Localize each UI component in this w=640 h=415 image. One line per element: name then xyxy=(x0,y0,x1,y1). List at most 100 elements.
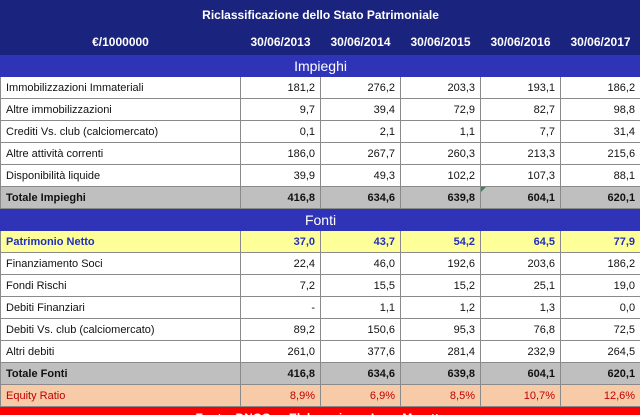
table-row: Altri debiti 261,0 377,6 281,4 232,9 264,5 xyxy=(0,340,640,363)
table-row: Debiti Finanziari -1,1 1,2 1,3 0,0 xyxy=(0,296,640,319)
value-cell: 88,1 xyxy=(559,164,640,187)
value-cell: 1,3 xyxy=(480,296,561,319)
impieghi-section-label: Impieghi xyxy=(0,54,640,77)
value-cell: 98,8 xyxy=(559,98,640,121)
value-cell: 82,7 xyxy=(480,98,561,121)
value-cell: 260,3 xyxy=(400,142,481,165)
row-label: Debiti Vs. club (calciomercato) xyxy=(0,318,241,341)
value-cell: 46,0 xyxy=(320,252,401,275)
value-cell: 276,2 xyxy=(320,76,401,99)
row-label: Totale Impieghi xyxy=(0,186,241,209)
row-label: Debiti Finanziari xyxy=(0,296,241,319)
footer-source: Fonte: DNCG xyxy=(196,411,271,415)
table-row: Fondi Rischi 7,2 15,5 15,2 25,1 19,0 xyxy=(0,274,640,297)
value-cell: 31,4 xyxy=(559,120,640,143)
value-cell: 15,2 xyxy=(400,274,481,297)
value-cell: 77,9 xyxy=(559,230,640,253)
total-impieghi-row: Totale Impieghi 416,8 634,6 639,8 604,1 620,1 xyxy=(0,186,640,209)
value-cell: 89,2 xyxy=(240,318,321,341)
value-cell: 15,5 xyxy=(320,274,401,297)
value-cell: 264,5 xyxy=(559,340,640,363)
value-cell: 215,6 xyxy=(559,142,640,165)
patrimonio-netto-row: Patrimonio Netto 37,0 43,7 54,2 64,5 77,9 xyxy=(0,230,640,253)
fonti-section-row: Fonti xyxy=(0,208,640,231)
value-cell: 54,2 xyxy=(400,230,481,253)
value-cell: 639,8 xyxy=(400,186,481,209)
row-label: Totale Fonti xyxy=(0,362,241,385)
table-title: Riclassificazione dello Stato Patrimonia… xyxy=(0,0,640,29)
table-row: Finanziamento Soci 22,4 46,0 192,6 203,6 186,… xyxy=(0,252,640,275)
unit-header: €/1000000 xyxy=(0,28,241,55)
value-cell: 150,6 xyxy=(320,318,401,341)
value-cell: 192,6 xyxy=(400,252,481,275)
table-row: Crediti Vs. club (calciomercato) 0,1 2,1 1,… xyxy=(0,120,640,143)
value-cell: 39,4 xyxy=(320,98,401,121)
value-cell: 19,0 xyxy=(559,274,640,297)
value-cell: 416,8 xyxy=(240,186,321,209)
row-label: Disponibilità liquide xyxy=(0,164,241,187)
value-cell: 102,2 xyxy=(400,164,481,187)
value-cell: 416,8 xyxy=(240,362,321,385)
value-cell: 634,6 xyxy=(320,186,401,209)
value-cell: 72,9 xyxy=(400,98,481,121)
footer-cell: Fonte: DNCG Elaborazione: Luca Marotta xyxy=(0,406,640,415)
value-cell: 261,0 xyxy=(240,340,321,363)
value-cell: 203,3 xyxy=(400,76,481,99)
table-row: Altre attività correnti 186,0 267,7 260,3 21… xyxy=(0,142,640,165)
row-label: Fondi Rischi xyxy=(0,274,241,297)
value-cell: 193,1 xyxy=(480,76,561,99)
year-header: 30/06/2017 xyxy=(559,28,640,55)
value-cell: 7,2 xyxy=(240,274,321,297)
header-row: €/1000000 30/06/2013 30/06/2014 30/06/20… xyxy=(0,28,640,55)
value-cell: 1,1 xyxy=(400,120,481,143)
value-cell: 1,1 xyxy=(320,296,401,319)
value-cell: 186,2 xyxy=(559,76,640,99)
equity-ratio-row: Equity Ratio 8,9% 6,9% 8,5% 10,7% 12,6% xyxy=(0,384,640,407)
value-cell: 620,1 xyxy=(559,362,640,385)
row-label: Equity Ratio xyxy=(0,384,241,407)
title-row: Riclassificazione dello Stato Patrimonia… xyxy=(0,0,640,29)
footer-row: Fonte: DNCG Elaborazione: Luca Marotta xyxy=(0,406,640,415)
value-cell: 620,1 xyxy=(559,186,640,209)
value-cell: 604,1 xyxy=(480,186,561,209)
year-header: 30/06/2016 xyxy=(480,28,561,55)
value-cell: 107,3 xyxy=(480,164,561,187)
row-label: Altri debiti xyxy=(0,340,241,363)
value-cell: 8,5% xyxy=(400,384,481,407)
table-row: Debiti Vs. club (calciomercato) 89,2 150,6… xyxy=(0,318,640,341)
row-label: Patrimonio Netto xyxy=(0,230,241,253)
value-cell: 64,5 xyxy=(480,230,561,253)
value-cell: - xyxy=(240,296,321,319)
value-cell: 0,1 xyxy=(240,120,321,143)
row-label: Immobilizzazioni Immateriali xyxy=(0,76,241,99)
row-label: Crediti Vs. club (calciomercato) xyxy=(0,120,241,143)
value-cell: 1,2 xyxy=(400,296,481,319)
value-cell: 181,2 xyxy=(240,76,321,99)
table-row: Altre immobilizzazioni 9,7 39,4 72,9 82,7 98,… xyxy=(0,98,640,121)
row-label: Finanziamento Soci xyxy=(0,252,241,275)
value-cell: 232,9 xyxy=(480,340,561,363)
value-cell: 639,8 xyxy=(400,362,481,385)
value-cell: 186,2 xyxy=(559,252,640,275)
value-cell: 604,1 xyxy=(480,362,561,385)
value-cell: 203,6 xyxy=(480,252,561,275)
value-cell: 267,7 xyxy=(320,142,401,165)
value-cell: 0,0 xyxy=(559,296,640,319)
table-row: Immobilizzazioni Immateriali 181,2 276,2 20… xyxy=(0,76,640,99)
value-cell: 9,7 xyxy=(240,98,321,121)
impieghi-section-row: Impieghi xyxy=(0,54,640,77)
value-cell: 43,7 xyxy=(320,230,401,253)
value-cell: 49,3 xyxy=(320,164,401,187)
fonti-section-label: Fonti xyxy=(0,208,640,231)
value-cell: 12,6% xyxy=(559,384,640,407)
row-label: Altre immobilizzazioni xyxy=(0,98,241,121)
value-cell: 186,0 xyxy=(240,142,321,165)
value-cell: 37,0 xyxy=(240,230,321,253)
value-cell: 281,4 xyxy=(400,340,481,363)
value-cell: 25,1 xyxy=(480,274,561,297)
value-cell: 2,1 xyxy=(320,120,401,143)
value-cell: 76,8 xyxy=(480,318,561,341)
value-cell: 7,7 xyxy=(480,120,561,143)
value-cell: 377,6 xyxy=(320,340,401,363)
